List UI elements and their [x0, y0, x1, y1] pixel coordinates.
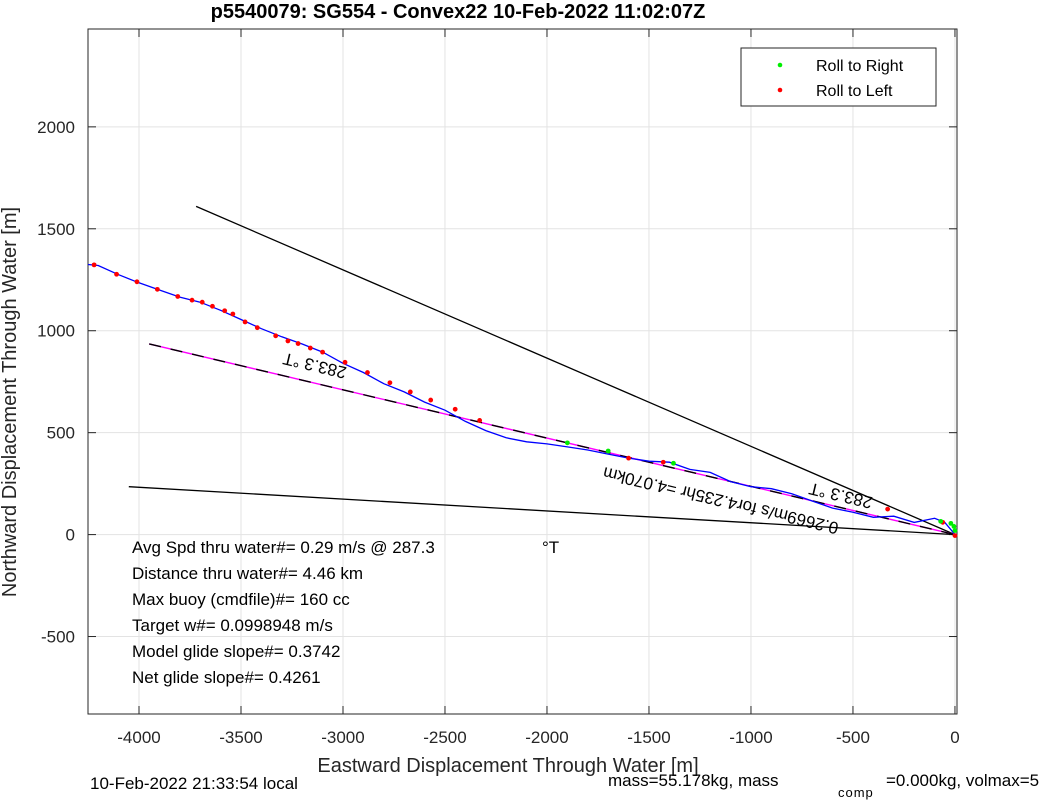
y-tick-label: 0: [66, 526, 75, 545]
y-tick-label: 1500: [37, 220, 75, 239]
roll-left-point: [387, 380, 393, 386]
roll-left-point: [91, 262, 97, 268]
roll-left-point: [428, 397, 434, 403]
roll-right-point: [948, 520, 954, 526]
x-tick-label: -500: [836, 728, 870, 747]
model-line-dashed: [149, 343, 956, 536]
roll-left-point: [365, 370, 370, 375]
y-axis-label: Northward Displacement Through Water [m]: [0, 207, 21, 597]
footer-mass-comp-volmax: =0.000kg, volmax=5: [886, 771, 1039, 790]
reference-line-1: [195, 205, 956, 536]
x-axis-label: Eastward Displacement Through Water [m]: [317, 755, 698, 777]
stat-max-buoy: Max buoy (cmdfile)#= 160 cc: [132, 590, 350, 609]
roll-left-point: [175, 294, 181, 299]
roll-left-point: [134, 279, 140, 285]
roll-left-point: [114, 271, 119, 277]
x-tick-label: -2500: [423, 728, 466, 747]
roll-left-point: [452, 406, 458, 412]
legend-box: [740, 47, 937, 107]
x-tick-label: -2000: [525, 728, 568, 747]
legend: Roll to Right Roll to Left: [740, 47, 937, 107]
roll-left-point: [254, 325, 260, 331]
roll-left-point: [342, 359, 348, 365]
roll-left-point: [660, 459, 666, 465]
roll-left-point: [199, 299, 205, 305]
model-line-label: 0.2669m/s for4.235hr =4.070km: [601, 463, 840, 537]
stat-model-glide-slope: Model glide slope#= 0.3742: [132, 642, 340, 661]
stat-distance: Distance thru water#= 4.46 km: [132, 564, 363, 583]
roll-right-point: [605, 448, 611, 454]
y-tick-label: 500: [47, 424, 75, 443]
x-tick-label: 0: [950, 728, 959, 747]
roll-right-point: [564, 440, 570, 446]
model-line: [149, 343, 956, 536]
footer-mass-subscript: comp: [838, 785, 874, 800]
stat-net-glide-slope: Net glide slope#= 0.4261: [132, 668, 321, 687]
x-tick-label: -3000: [321, 728, 364, 747]
roll-left-point: [626, 455, 631, 461]
roll-left-point: [273, 333, 279, 339]
track-line: [87, 263, 956, 536]
legend-label-roll-right: Roll to Right: [816, 58, 904, 75]
roll-right-point: [951, 524, 957, 529]
chart-title: p5540079: SG554 - Convex22 10-Feb-2022 1…: [211, 1, 706, 23]
roll-right-point: [671, 460, 676, 466]
roll-left-point: [222, 308, 228, 314]
stat-target-w: Target w#= 0.0998948 m/s: [132, 616, 333, 635]
x-tick-label: -3500: [219, 728, 262, 747]
roll-markers: [91, 262, 958, 539]
roll-left-point: [210, 303, 215, 309]
roll-left-point: [285, 338, 291, 344]
x-axis-ticks: -4000 -3500 -3000 -2500 -2000 -1500 -1000 -500 0: [117, 29, 960, 747]
footer: 10-Feb-2022 21:33:54 local mass=55.178kg…: [90, 771, 1039, 800]
roll-left-point: [242, 319, 248, 325]
roll-left-point: [885, 506, 891, 512]
roll-left-point: [477, 418, 483, 423]
roll-right-point: [952, 528, 958, 533]
roll-left-point: [952, 533, 958, 539]
roll-left-point: [230, 311, 236, 317]
stat-avg-speed-unit: °T: [542, 538, 559, 557]
reference-line-2: [128, 486, 955, 536]
roll-left-point: [154, 286, 160, 292]
legend-marker-roll-left: [777, 87, 783, 93]
y-axis-ticks: -500 0 500 1000 1500 2000: [37, 118, 957, 647]
y-tick-label: 2000: [37, 118, 75, 137]
stats-annotation-block: Avg Spd thru water#= 0.29 m/s @ 287.3 °T…: [132, 538, 559, 687]
y-tick-label: -500: [41, 628, 75, 647]
stat-avg-speed: Avg Spd thru water#= 0.29 m/s @ 287.3: [132, 538, 435, 557]
roll-right-point: [938, 518, 944, 524]
roll-left-point: [295, 341, 301, 346]
plot-frame: [87, 28, 958, 715]
legend-marker-roll-right: [777, 62, 783, 68]
series-lines: [87, 205, 956, 536]
roll-left-point: [320, 349, 325, 355]
footer-local-time: 10-Feb-2022 21:33:54 local: [90, 774, 298, 793]
y-tick-label: 1000: [37, 322, 75, 341]
roll-left-point: [189, 297, 195, 303]
grid: [88, 29, 957, 714]
x-tick-label: -1500: [627, 728, 670, 747]
roll-left-point: [307, 345, 313, 351]
footer-mass: mass=55.178kg, mass: [608, 771, 779, 790]
roll-left-point: [407, 389, 413, 395]
x-tick-label: -1000: [729, 728, 772, 747]
x-tick-label: -4000: [117, 728, 160, 747]
legend-label-roll-left: Roll to Left: [816, 83, 893, 100]
